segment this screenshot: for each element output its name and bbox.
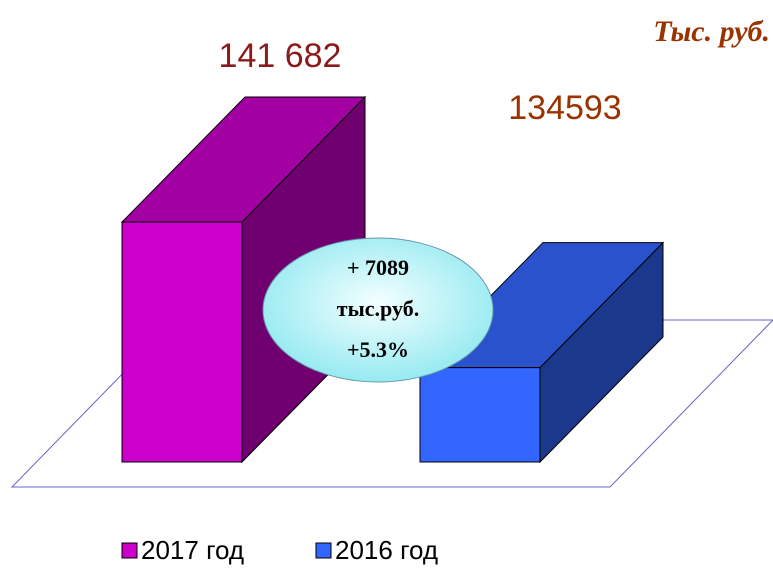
unit-label: Тыс. руб.: [653, 15, 770, 48]
annotation: + 7089 тыс.руб. +5.3%: [262, 237, 494, 383]
legend-label: 2017 год: [141, 535, 244, 565]
bars: [120, 95, 665, 464]
annotation-text: +5.3%: [347, 337, 409, 362]
legend: 2017 год 2016 год: [121, 535, 438, 565]
annotation-text: + 7089: [347, 255, 409, 280]
value-label: 134593: [508, 89, 621, 127]
floor: [10, 319, 773, 488]
annotation-text: тыс.руб.: [337, 296, 419, 321]
legend-swatch: [315, 542, 332, 559]
value-label: 141 682: [219, 37, 342, 75]
annotation-bubble: [262, 237, 494, 383]
legend-label: 2016 год: [335, 535, 438, 565]
legend-swatch: [121, 542, 138, 559]
bar: [121, 221, 243, 463]
bar: [419, 367, 541, 463]
